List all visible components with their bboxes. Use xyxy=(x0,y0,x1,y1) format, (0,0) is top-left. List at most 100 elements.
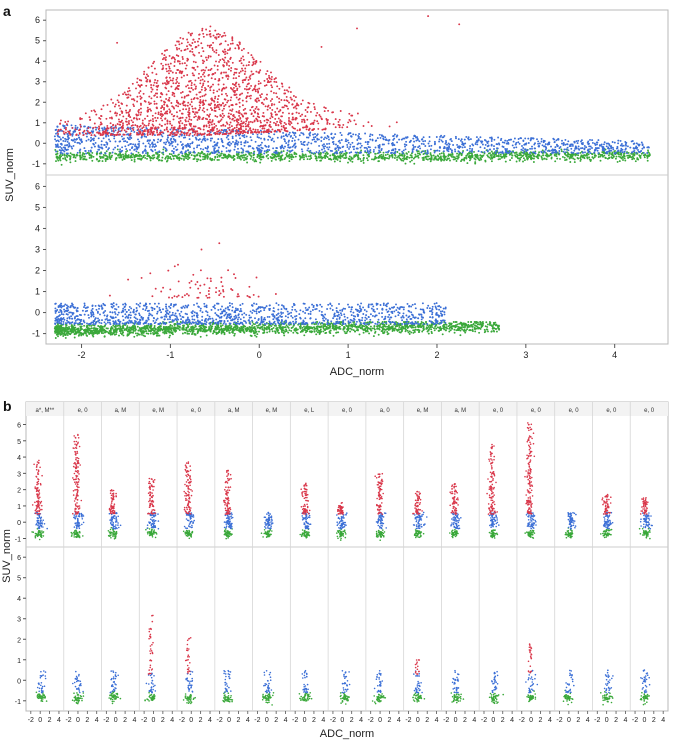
data-point-high xyxy=(126,131,128,133)
data-point-low xyxy=(291,158,293,160)
data-point-mid xyxy=(615,152,617,154)
data-point-low xyxy=(608,157,610,159)
data-point-high xyxy=(257,112,259,114)
data-point-high xyxy=(185,68,187,70)
data-point-mid xyxy=(182,148,184,150)
data-point-mid xyxy=(264,150,266,152)
data-point-high xyxy=(335,118,337,120)
data-point-high xyxy=(188,130,190,132)
data-point-low xyxy=(540,155,542,157)
data-point-mid xyxy=(288,141,290,143)
panel-a-frame xyxy=(46,10,668,344)
data-point-high xyxy=(148,129,150,131)
data-point-high xyxy=(124,92,126,94)
data-point-high xyxy=(210,129,212,131)
data-point-mid xyxy=(127,133,129,135)
data-point-high xyxy=(98,128,100,130)
data-point-mid xyxy=(241,135,243,137)
data-point-mid xyxy=(620,150,622,152)
data-point-mid xyxy=(109,140,111,142)
data-point-low xyxy=(362,154,364,156)
data-point-low xyxy=(498,154,500,156)
data-point-high xyxy=(126,124,128,126)
data-point-high xyxy=(300,115,302,117)
data-point-mid xyxy=(77,134,79,136)
data-point-low xyxy=(488,157,490,159)
data-point-low xyxy=(144,157,146,159)
data-point-high xyxy=(152,118,154,120)
data-point-mid xyxy=(187,143,189,145)
data-point-low xyxy=(202,156,204,158)
data-point-mid xyxy=(557,138,559,140)
data-point-high xyxy=(112,102,114,104)
data-point-low xyxy=(396,151,398,153)
data-point-high xyxy=(269,117,271,119)
data-point-high xyxy=(152,120,154,122)
data-point-low xyxy=(386,157,388,159)
data-point-high xyxy=(222,113,224,115)
data-point-high xyxy=(233,94,235,96)
data-point-high xyxy=(427,15,429,17)
data-point-high xyxy=(126,97,128,99)
data-point-low xyxy=(139,157,141,159)
data-point-low xyxy=(152,158,154,160)
data-point-high xyxy=(219,120,221,122)
data-point-mid xyxy=(68,144,70,146)
data-point-mid xyxy=(78,137,80,139)
data-point-high xyxy=(210,107,212,109)
data-point-mid xyxy=(552,138,554,140)
data-point-high xyxy=(182,91,184,93)
data-point-high xyxy=(136,96,138,98)
data-point-mid xyxy=(308,142,310,144)
data-point-high xyxy=(247,117,249,119)
data-point-mid xyxy=(153,140,155,142)
data-point-low xyxy=(571,157,573,159)
data-point-high xyxy=(129,109,131,111)
data-point-low xyxy=(309,152,311,154)
data-point-mid xyxy=(301,151,303,153)
data-point-high xyxy=(236,44,238,46)
data-point-mid xyxy=(79,139,81,141)
data-point-mid xyxy=(525,150,527,152)
data-point-high xyxy=(157,80,159,82)
data-point-high xyxy=(200,79,202,81)
data-point-high xyxy=(145,85,147,87)
data-point-mid xyxy=(316,134,318,136)
data-point-mid xyxy=(587,141,589,143)
data-point-high xyxy=(195,61,197,63)
data-point-high xyxy=(99,118,101,120)
data-point-mid xyxy=(541,141,543,143)
data-point-high xyxy=(357,113,359,115)
data-point-high xyxy=(178,48,180,50)
data-point-mid xyxy=(412,150,414,152)
data-point-mid xyxy=(448,143,450,145)
data-point-low xyxy=(221,157,223,159)
data-point-high xyxy=(140,104,142,106)
data-point-high xyxy=(205,57,207,59)
data-point-mid xyxy=(512,144,514,146)
data-point-mid xyxy=(369,139,371,141)
data-point-mid xyxy=(506,143,508,145)
data-point-mid xyxy=(166,149,168,151)
data-point-mid xyxy=(207,146,209,148)
data-point-low xyxy=(524,159,526,161)
data-point-high xyxy=(288,87,290,89)
data-point-high xyxy=(242,100,244,102)
data-point-high xyxy=(201,95,203,97)
data-point-high xyxy=(209,119,211,121)
data-point-high xyxy=(192,72,194,74)
data-point-mid xyxy=(443,135,445,137)
data-point-low xyxy=(178,159,180,161)
data-point-mid xyxy=(450,148,452,150)
data-point-mid xyxy=(448,145,450,147)
data-point-high xyxy=(156,93,158,95)
data-point-mid xyxy=(610,147,612,149)
data-point-low xyxy=(271,157,273,159)
data-point-mid xyxy=(152,146,154,148)
data-point-high xyxy=(217,69,219,71)
data-point-low xyxy=(217,156,219,158)
data-point-mid xyxy=(475,141,477,143)
data-point-mid xyxy=(72,140,74,142)
data-point-mid xyxy=(131,147,133,149)
data-point-high xyxy=(290,122,292,124)
